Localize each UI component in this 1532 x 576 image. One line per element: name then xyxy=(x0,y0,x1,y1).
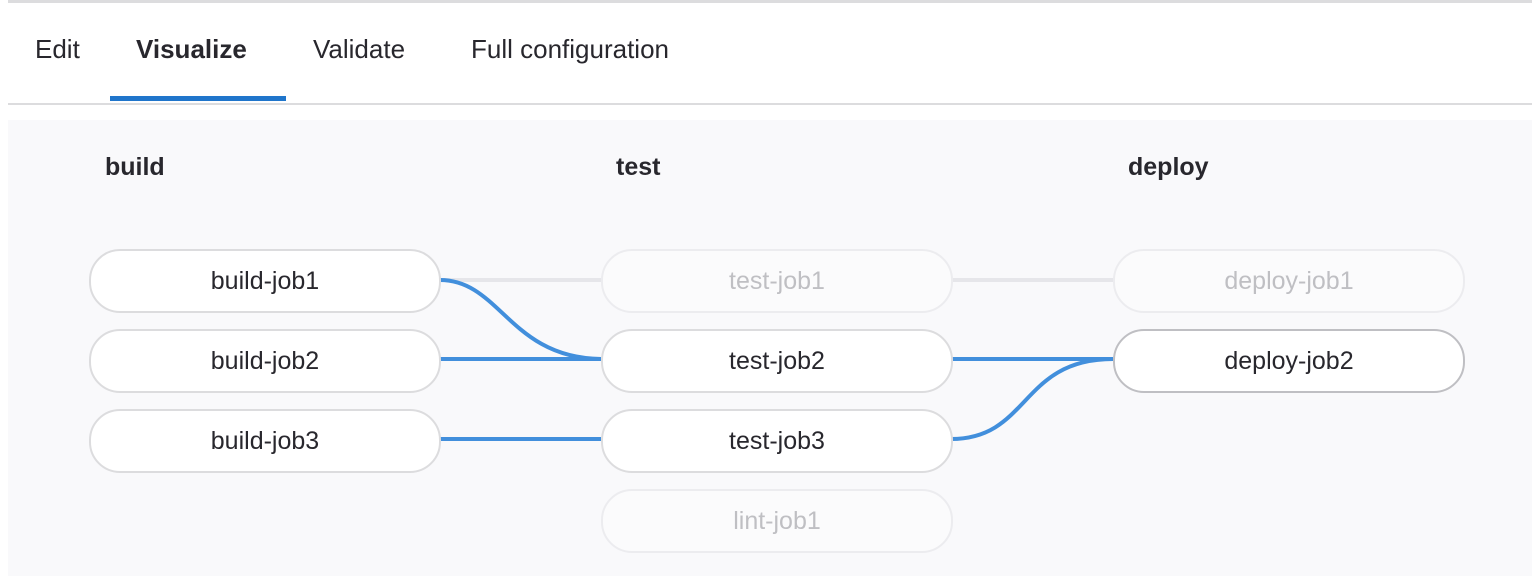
job-test-job3[interactable]: test-job3 xyxy=(601,409,953,473)
top-divider xyxy=(8,0,1532,3)
stage-title-test: test xyxy=(616,153,661,181)
tab-edit[interactable]: Edit xyxy=(35,34,80,64)
tab-visualize[interactable]: Visualize xyxy=(136,34,247,64)
link-build-job1-test-job2 xyxy=(439,278,602,361)
job-lint-job1[interactable]: lint-job1 xyxy=(601,489,953,553)
job-build-job2[interactable]: build-job2 xyxy=(89,329,441,393)
job-build-job1[interactable]: build-job1 xyxy=(89,249,441,313)
job-test-job2[interactable]: test-job2 xyxy=(601,329,953,393)
tab-validate[interactable]: Validate xyxy=(313,34,406,64)
tab-bar: Edit Visualize Validate Full configurati… xyxy=(8,0,1532,105)
active-tab-indicator xyxy=(110,96,286,101)
job-deploy-job2[interactable]: deploy-job2 xyxy=(1113,329,1465,393)
job-deploy-job1[interactable]: deploy-job1 xyxy=(1113,249,1465,313)
stage-title-deploy: deploy xyxy=(1128,153,1209,181)
job-test-job1[interactable]: test-job1 xyxy=(601,249,953,313)
stage-title-build: build xyxy=(105,153,165,181)
tab-full-configuration[interactable]: Full configuration xyxy=(471,34,669,64)
job-build-job3[interactable]: build-job3 xyxy=(89,409,441,473)
link-test-job3-deploy-job2 xyxy=(950,357,1114,441)
